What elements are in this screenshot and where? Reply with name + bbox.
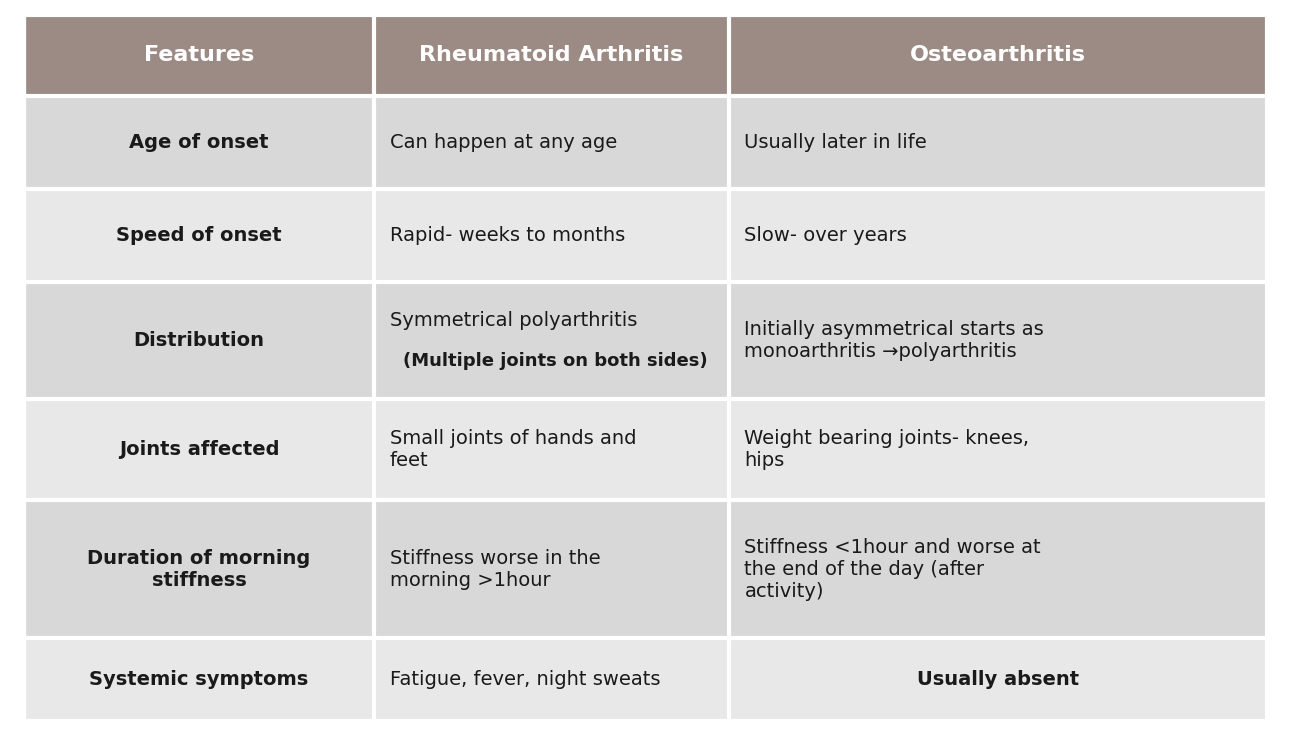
- Bar: [24, 283, 374, 399]
- Text: Stiffness <1hour and worse at
the end of the day (after
activity): Stiffness <1hour and worse at the end of…: [744, 538, 1041, 601]
- Bar: [24, 399, 374, 500]
- Bar: [729, 189, 1267, 283]
- Bar: [24, 189, 374, 283]
- Text: (Multiple joints on both sides): (Multiple joints on both sides): [403, 352, 708, 369]
- Text: Features: Features: [144, 46, 253, 66]
- Bar: [374, 638, 729, 721]
- Text: Slow- over years: Slow- over years: [744, 226, 907, 245]
- Bar: [729, 283, 1267, 399]
- Text: Joints affected: Joints affected: [118, 440, 280, 459]
- Bar: [24, 500, 374, 638]
- Text: Stiffness worse in the
morning >1hour: Stiffness worse in the morning >1hour: [390, 549, 600, 590]
- Text: Weight bearing joints- knees,
hips: Weight bearing joints- knees, hips: [744, 429, 1029, 470]
- Bar: [374, 96, 729, 189]
- Text: Osteoarthritis: Osteoarthritis: [910, 46, 1086, 66]
- Text: Rapid- weeks to months: Rapid- weeks to months: [390, 226, 625, 245]
- Text: Fatigue, fever, night sweats: Fatigue, fever, night sweats: [390, 670, 660, 690]
- Text: Age of onset: Age of onset: [129, 133, 269, 152]
- Text: Small joints of hands and
feet: Small joints of hands and feet: [390, 429, 637, 470]
- Bar: [374, 189, 729, 283]
- Bar: [374, 283, 729, 399]
- Text: Speed of onset: Speed of onset: [116, 226, 282, 245]
- Text: Duration of morning
stiffness: Duration of morning stiffness: [87, 549, 311, 590]
- Bar: [729, 399, 1267, 500]
- Bar: [24, 638, 374, 721]
- Text: Distribution: Distribution: [134, 331, 264, 350]
- Bar: [729, 15, 1267, 96]
- Bar: [729, 96, 1267, 189]
- Text: Rheumatoid Arthritis: Rheumatoid Arthritis: [419, 46, 684, 66]
- Text: Usually later in life: Usually later in life: [744, 133, 927, 152]
- Bar: [374, 500, 729, 638]
- Bar: [24, 15, 374, 96]
- Bar: [374, 399, 729, 500]
- Bar: [24, 96, 374, 189]
- Text: Initially asymmetrical starts as
monoarthritis →polyarthritis: Initially asymmetrical starts as monoart…: [744, 320, 1044, 361]
- Bar: [374, 15, 729, 96]
- Text: Can happen at any age: Can happen at any age: [390, 133, 617, 152]
- Text: Symmetrical polyarthritis: Symmetrical polyarthritis: [390, 311, 637, 330]
- Bar: [729, 500, 1267, 638]
- Text: Usually absent: Usually absent: [916, 670, 1079, 690]
- Text: Systemic symptoms: Systemic symptoms: [89, 670, 309, 690]
- Bar: [729, 638, 1267, 721]
